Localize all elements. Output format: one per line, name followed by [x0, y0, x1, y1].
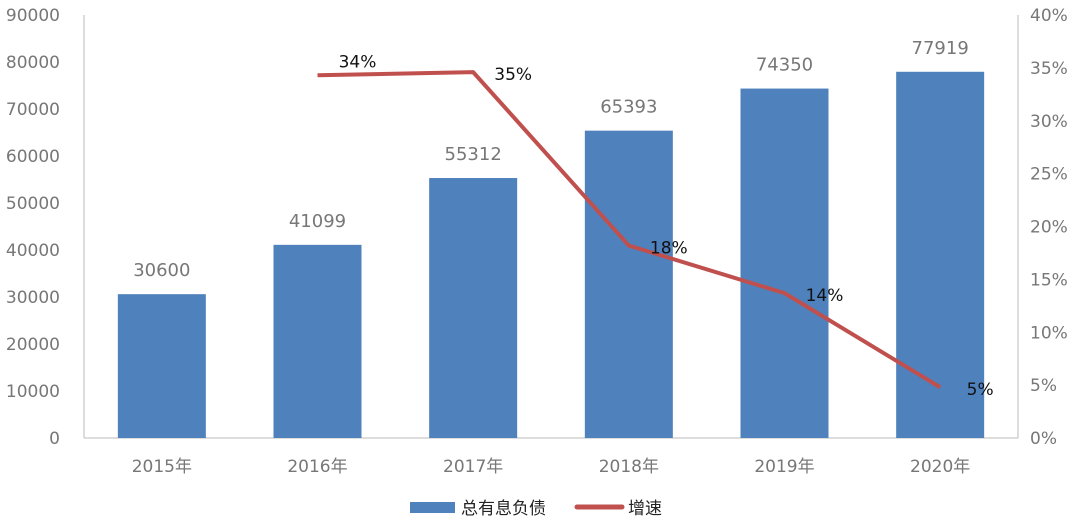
left-tick-label: 60000	[6, 147, 60, 167]
x-tick-label: 2020年	[910, 457, 970, 477]
bar	[584, 130, 673, 438]
right-tick-label: 20%	[1030, 218, 1068, 238]
left-tick-label: 70000	[6, 100, 60, 120]
left-tick-label: 0	[49, 429, 60, 449]
left-tick-label: 40000	[6, 241, 60, 261]
growth-line	[317, 70, 942, 389]
left-tick-label: 80000	[6, 53, 60, 73]
right-tick-label: 40%	[1030, 6, 1068, 26]
bar	[117, 294, 206, 438]
line-data-label: 35%	[494, 65, 532, 85]
left-tick-label: 10000	[6, 382, 60, 402]
x-tick-label: 2015年	[132, 457, 192, 477]
left-tick-label: 30000	[6, 288, 60, 308]
bar-data-label: 74350	[756, 55, 813, 76]
right-tick-label: 30%	[1030, 112, 1068, 132]
left-tick-label: 90000	[6, 6, 60, 26]
bar	[273, 244, 362, 438]
right-tick-label: 35%	[1030, 59, 1068, 79]
x-tick-label: 2018年	[599, 457, 659, 477]
bar-data-label: 77919	[912, 38, 969, 59]
x-tick-label: 2017年	[443, 457, 503, 477]
legend-label-bar: 总有息负债	[461, 499, 546, 519]
right-tick-label: 10%	[1030, 323, 1068, 343]
line-data-label: 18%	[650, 239, 688, 259]
x-tick-label: 2019年	[754, 457, 814, 477]
bar	[429, 178, 518, 438]
right-tick-label: 15%	[1030, 270, 1068, 290]
right-tick-label: 5%	[1030, 376, 1057, 396]
bar-data-label: 41099	[289, 211, 346, 232]
right-tick-label: 0%	[1030, 429, 1057, 449]
bar-data-label: 30600	[133, 260, 190, 281]
right-tick-label: 25%	[1030, 165, 1068, 185]
bar-data-label: 55312	[445, 144, 502, 165]
line-data-label: 5%	[967, 380, 994, 400]
bar	[740, 88, 829, 439]
left-tick-label: 20000	[6, 335, 60, 355]
legend-swatch-bar	[410, 502, 455, 513]
bar	[896, 71, 985, 438]
x-tick-label: 2016年	[287, 457, 347, 477]
legend-label-line: 增速	[628, 499, 662, 519]
bar-data-label: 65393	[600, 97, 657, 118]
left-tick-label: 50000	[6, 194, 60, 214]
line-data-label: 34%	[339, 52, 377, 72]
line-data-label: 14%	[806, 286, 844, 306]
